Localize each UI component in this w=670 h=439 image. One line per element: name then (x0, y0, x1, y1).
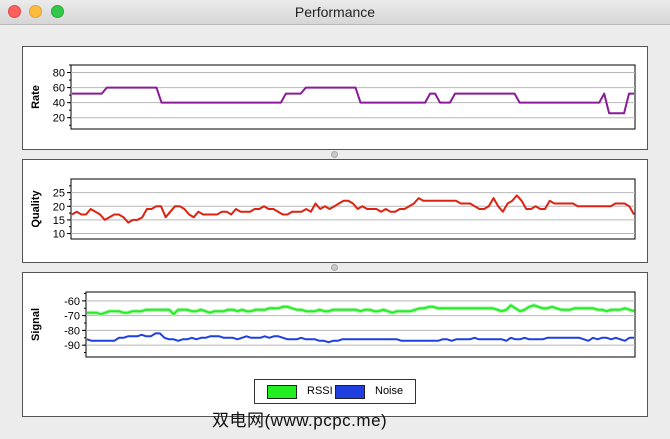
y-tick-label: 20 (53, 113, 65, 125)
zoom-window-button[interactable] (51, 5, 64, 18)
rate-chart-panel: 20 40 60 80 Rate (22, 46, 648, 150)
quality-chart-panel: 10 15 20 25 Quality (22, 159, 648, 263)
watermark-text: 双电网(www.pcpc.me) (212, 411, 388, 430)
y-axis-label: Signal (30, 308, 42, 341)
series-line-quality (71, 194, 635, 224)
signal-chart: -60 -70 -80 -90 Signal (30, 291, 636, 358)
series-line-noise (86, 332, 634, 344)
y-axis-label: Rate (30, 85, 42, 109)
window-titlebar: Performance (0, 0, 670, 25)
split-view-divider-handle[interactable] (331, 264, 338, 271)
signal-chart-panel: -60 -70 -80 -90 Signal (22, 272, 648, 417)
y-tick-label: -60 (64, 296, 80, 308)
close-window-button[interactable] (8, 5, 21, 18)
minimize-window-button[interactable] (29, 5, 42, 18)
legend-swatch (335, 385, 365, 399)
legend-label: Noise (375, 385, 404, 397)
legend-label: RSSI (307, 385, 333, 397)
y-tick-label: 15 (53, 215, 65, 227)
y-tick-label: 80 (53, 68, 65, 80)
plot-frame (85, 291, 636, 358)
plot-frame (70, 178, 636, 240)
y-tick-label: 25 (53, 188, 65, 200)
y-tick-label: 20 (53, 201, 65, 213)
y-tick-label: -70 (64, 311, 80, 323)
plot-frame (70, 64, 636, 130)
window-title: Performance (294, 4, 376, 20)
y-axis-label: Quality (30, 189, 42, 227)
y-tick-label: -90 (64, 340, 80, 352)
split-view-divider-handle[interactable] (331, 151, 338, 158)
legend-swatch (267, 385, 297, 399)
y-tick-label: -80 (64, 325, 80, 337)
series-line-rssi (87, 304, 635, 316)
signal-legend: RSSI Noise (254, 379, 416, 404)
y-tick-label: 40 (53, 98, 65, 110)
rate-chart: 20 40 60 80 Rate (30, 64, 636, 130)
y-tick-label: 60 (53, 83, 65, 95)
y-tick-label: 10 (53, 229, 65, 241)
series-line-rate (72, 86, 634, 115)
